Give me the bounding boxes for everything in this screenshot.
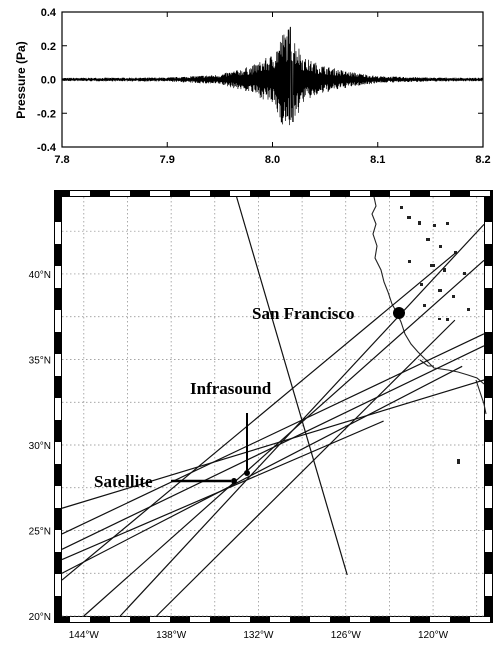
border-segment [485, 398, 492, 420]
longitude-tick-label: 144°W [69, 630, 100, 641]
border-segment [485, 354, 492, 376]
border-segment [430, 617, 450, 622]
pressure-y-tick-label: -0.4 [37, 142, 57, 154]
border-segment [150, 617, 170, 622]
pressure-y-tick-labels: 0.4 0.2 0.0 -0.2 -0.4 [37, 7, 57, 154]
border-segment [350, 617, 370, 622]
border-segment [485, 266, 492, 288]
map-gridlines [62, 197, 484, 617]
border-segment [485, 310, 492, 332]
border-segment [55, 266, 61, 288]
pressure-x-tick-label: 7.9 [160, 154, 175, 166]
pressure-y-axis-label: Pressure (Pa) [14, 41, 28, 118]
border-segment [190, 191, 210, 196]
longitude-tick-label: 120°W [418, 630, 449, 641]
border-segment [350, 191, 370, 196]
border-segment [55, 486, 61, 508]
border-segment [470, 617, 490, 622]
border-segment [485, 442, 492, 464]
longitude-tick-label: 132°W [243, 630, 274, 641]
longitude-tick-label: 126°W [331, 630, 362, 641]
map-plot-area [62, 197, 484, 616]
border-segment [270, 191, 290, 196]
border-segment [55, 574, 61, 596]
pressure-y-tick-label: -0.2 [37, 108, 56, 120]
border-segment [310, 617, 330, 622]
pressure-chart: 0.4 0.2 0.0 -0.2 -0.4 7.8 7.9 8.0 8.1 8.2 Pressu… [14, 7, 491, 166]
border-segment [390, 617, 410, 622]
trajectory-line [119, 223, 485, 617]
border-segment [310, 191, 330, 196]
latitude-tick-label: 20°N [29, 612, 51, 623]
border-segment [55, 354, 61, 376]
latitude-tick-label: 25°N [29, 526, 51, 537]
trajectory-line [61, 365, 463, 574]
border-segment [430, 191, 450, 196]
border-segment [70, 617, 90, 622]
latitude-tick-labels: 40°N 35°N 30°N 25°N 20°N [29, 270, 51, 623]
pressure-x-tick-label: 8.2 [475, 154, 490, 166]
pressure-y-tick-label: 0.0 [41, 75, 56, 87]
border-segment [55, 530, 61, 552]
trajectory-line [83, 259, 485, 617]
border-segment [390, 191, 410, 196]
border-segment [55, 442, 61, 464]
trajectory-line [61, 252, 456, 581]
longitude-tick-label: 138°W [156, 630, 187, 641]
trajectory-line [61, 379, 485, 509]
border-segment [485, 486, 492, 508]
infrasound-label: Infrasound [190, 379, 272, 398]
satellite-label: Satellite [94, 472, 153, 491]
latitude-tick-label: 30°N [29, 441, 51, 452]
border-segment [55, 310, 61, 332]
border-segment [470, 191, 490, 196]
pressure-x-tick-label: 8.0 [265, 154, 280, 166]
border-segment [270, 617, 290, 622]
border-segment [150, 191, 170, 196]
track-map: San Francisco Infrasound Satellite 40°N 3… [29, 190, 493, 641]
border-segment [55, 398, 61, 420]
border-segment [230, 617, 250, 622]
border-segment [190, 617, 210, 622]
trajectory-lines [61, 196, 485, 617]
border-segment [485, 530, 492, 552]
pressure-x-tick-labels: 7.8 7.9 8.0 8.1 8.2 [54, 154, 490, 166]
pressure-axis-ticks [61, 11, 484, 148]
pressure-y-tick-label: 0.4 [41, 7, 57, 19]
border-segment [485, 222, 492, 244]
longitude-tick-labels: 144°W 138°W 132°W 126°W 120°W [69, 630, 449, 641]
map-border-checker [55, 191, 492, 622]
san-francisco-marker [393, 307, 405, 319]
latitude-tick-label: 40°N [29, 270, 51, 281]
coast-features [400, 206, 470, 464]
border-segment [230, 191, 250, 196]
latitude-tick-label: 35°N [29, 355, 51, 366]
border-segment [70, 191, 90, 196]
pressure-x-tick-label: 8.1 [370, 154, 385, 166]
trajectory-line [156, 319, 456, 617]
border-segment [55, 222, 61, 244]
border-segment [110, 191, 130, 196]
trajectory-line [236, 196, 348, 576]
pressure-x-tick-label: 7.8 [54, 154, 69, 166]
border-segment [485, 574, 492, 596]
pressure-y-tick-label: 0.2 [41, 41, 56, 53]
pressure-waveform-line [61, 26, 484, 126]
san-francisco-label: San Francisco [252, 304, 354, 323]
trajectory-line [61, 333, 485, 535]
border-segment [110, 617, 130, 622]
